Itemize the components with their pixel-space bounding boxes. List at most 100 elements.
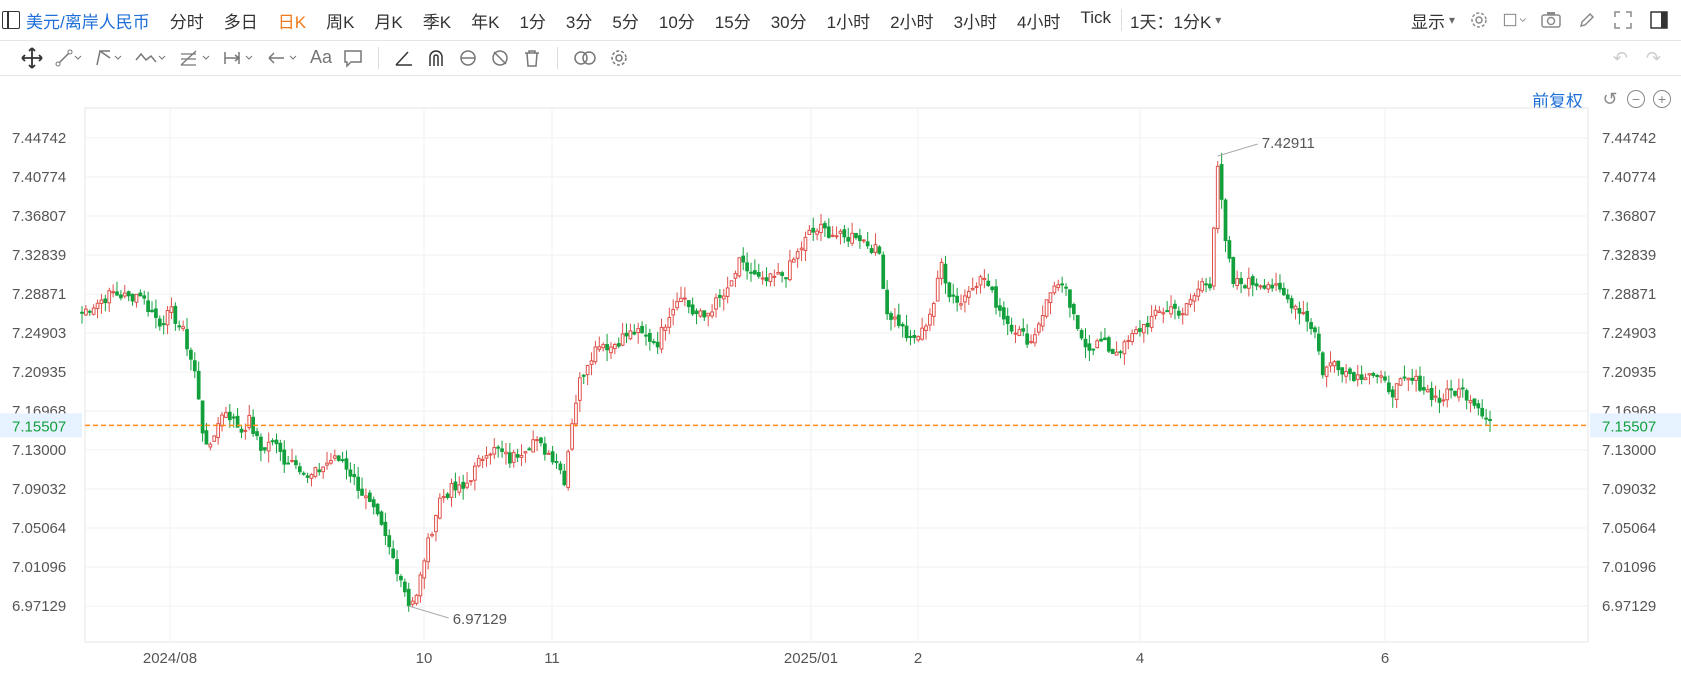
measure-tool-icon[interactable] xyxy=(222,48,256,68)
arrow-tool-icon[interactable] xyxy=(266,48,300,68)
comment-tool-icon[interactable] xyxy=(342,48,364,68)
fullscreen-icon[interactable] xyxy=(1611,8,1635,32)
zoom-out-icon[interactable]: − xyxy=(1627,90,1645,108)
angle-tool-icon[interactable] xyxy=(393,48,415,68)
lock-drawing-icon[interactable] xyxy=(457,48,479,68)
chevron-down-icon: ▾ xyxy=(1448,13,1455,27)
undo-icon[interactable]: ↶ xyxy=(1612,48,1628,68)
candle-body xyxy=(854,232,858,239)
y-axis-label: 7.40774 xyxy=(12,169,66,186)
range-label: 1天：1分K xyxy=(1130,12,1212,32)
candle-body xyxy=(1118,351,1123,354)
candle-body xyxy=(1480,407,1485,417)
period-tab[interactable]: 周K xyxy=(326,12,355,32)
candle-body xyxy=(834,235,839,238)
candle-body xyxy=(130,293,135,302)
y-axis-label: 7.24903 xyxy=(12,325,66,342)
candle-body xyxy=(632,331,637,335)
x-axis-label: 2025/01 xyxy=(784,650,838,667)
compare-icon[interactable] xyxy=(572,48,598,68)
fib-tool-icon[interactable] xyxy=(178,48,212,68)
period-tab[interactable]: 1分 xyxy=(519,12,546,32)
candle-body xyxy=(173,305,178,324)
candle-body xyxy=(842,229,847,238)
candle-body xyxy=(484,455,489,459)
hide-drawings-icon[interactable] xyxy=(489,48,511,68)
period-tab[interactable]: 季K xyxy=(422,12,452,32)
candle-body xyxy=(1254,283,1259,287)
period-tab[interactable]: 分时 xyxy=(169,12,204,32)
candle-body xyxy=(1025,333,1030,345)
range-selector[interactable]: 1天：1分K ▾ xyxy=(1130,8,1221,33)
candle-body xyxy=(243,429,248,432)
display-menu[interactable]: 显示 ▾ xyxy=(1411,8,1455,33)
candle-body xyxy=(192,360,197,372)
candle-body xyxy=(803,236,808,251)
candle-body xyxy=(278,442,283,452)
period-tab[interactable]: 2小时 xyxy=(890,12,934,32)
symbol-name[interactable]: 美元/离岸人民币 xyxy=(26,12,150,32)
chart-style-icon[interactable] xyxy=(1503,8,1527,32)
candle-body xyxy=(1243,285,1247,289)
candle-body xyxy=(157,318,162,327)
candle-body xyxy=(1379,375,1383,378)
pen-icon[interactable] xyxy=(1575,8,1599,32)
candle-body xyxy=(1464,390,1469,401)
magnet-icon[interactable] xyxy=(425,48,447,68)
candle-body xyxy=(1359,374,1364,380)
candle-body xyxy=(959,303,963,306)
candle-body xyxy=(1313,327,1317,333)
period-tab[interactable]: 多日 xyxy=(223,12,258,32)
candle-body xyxy=(91,307,96,315)
camera-icon[interactable] xyxy=(1539,8,1563,32)
candle-body xyxy=(1309,322,1313,330)
period-tab[interactable]: 年K xyxy=(471,12,500,32)
candle-body xyxy=(290,459,294,462)
wave-tool-icon[interactable] xyxy=(134,48,168,68)
candle-body xyxy=(912,335,917,338)
delete-icon[interactable] xyxy=(521,48,543,68)
period-tab[interactable]: 日K xyxy=(277,12,307,32)
period-tab[interactable]: 15分 xyxy=(714,12,751,32)
candle-body xyxy=(1149,315,1154,328)
y-axis-label-right: 7.32839 xyxy=(1602,247,1656,264)
candle-body xyxy=(1005,315,1010,325)
candle-body xyxy=(1013,332,1018,335)
candle-body xyxy=(1324,366,1329,377)
period-tab[interactable]: 3小时 xyxy=(953,12,998,32)
candle-body xyxy=(1398,378,1403,386)
settings-icon[interactable] xyxy=(1467,8,1491,32)
period-tab[interactable]: 5分 xyxy=(612,12,639,32)
drawing-settings-icon[interactable] xyxy=(608,48,630,68)
candle-body xyxy=(1017,328,1022,336)
period-tab[interactable]: 30分 xyxy=(770,12,807,32)
candle-body xyxy=(492,447,497,455)
period-tab[interactable]: 4小时 xyxy=(1017,12,1061,32)
candle-body xyxy=(655,341,660,348)
candle-body xyxy=(472,465,477,481)
period-tab[interactable]: 3分 xyxy=(565,12,593,32)
candle-body xyxy=(325,462,329,466)
channel-tool-icon[interactable] xyxy=(94,48,124,68)
adjust-mode-button[interactable]: 前复权 xyxy=(1532,91,1583,111)
period-tab[interactable]: 10分 xyxy=(658,12,695,32)
period-tab[interactable]: 1小时 xyxy=(826,12,871,32)
candle-body xyxy=(476,457,481,467)
redo-icon[interactable]: ↷ xyxy=(1645,48,1661,68)
line-tool-icon[interactable] xyxy=(54,48,84,68)
panel-toggle-icon[interactable] xyxy=(2,11,20,29)
candlestick-chart[interactable]: 7.44742 7.44742 7.40774 7.40774 7.36807 7.368… xyxy=(0,76,1681,690)
period-tab[interactable]: Tick xyxy=(1080,7,1112,27)
sidebar-toggle-icon[interactable] xyxy=(1647,8,1671,32)
text-tool-icon[interactable]: Aa xyxy=(310,47,333,67)
zoom-in-icon[interactable]: + xyxy=(1653,90,1671,108)
candle-body xyxy=(764,277,769,282)
candle-body xyxy=(1056,284,1061,289)
candle-body xyxy=(84,308,88,316)
display-label: 显示 xyxy=(1410,12,1445,32)
period-tab[interactable]: 月K xyxy=(374,12,403,32)
reset-icon[interactable]: ↺ xyxy=(1602,89,1618,109)
move-icon[interactable] xyxy=(20,46,44,70)
candle-body xyxy=(1468,400,1473,404)
candle-body xyxy=(1145,322,1150,328)
